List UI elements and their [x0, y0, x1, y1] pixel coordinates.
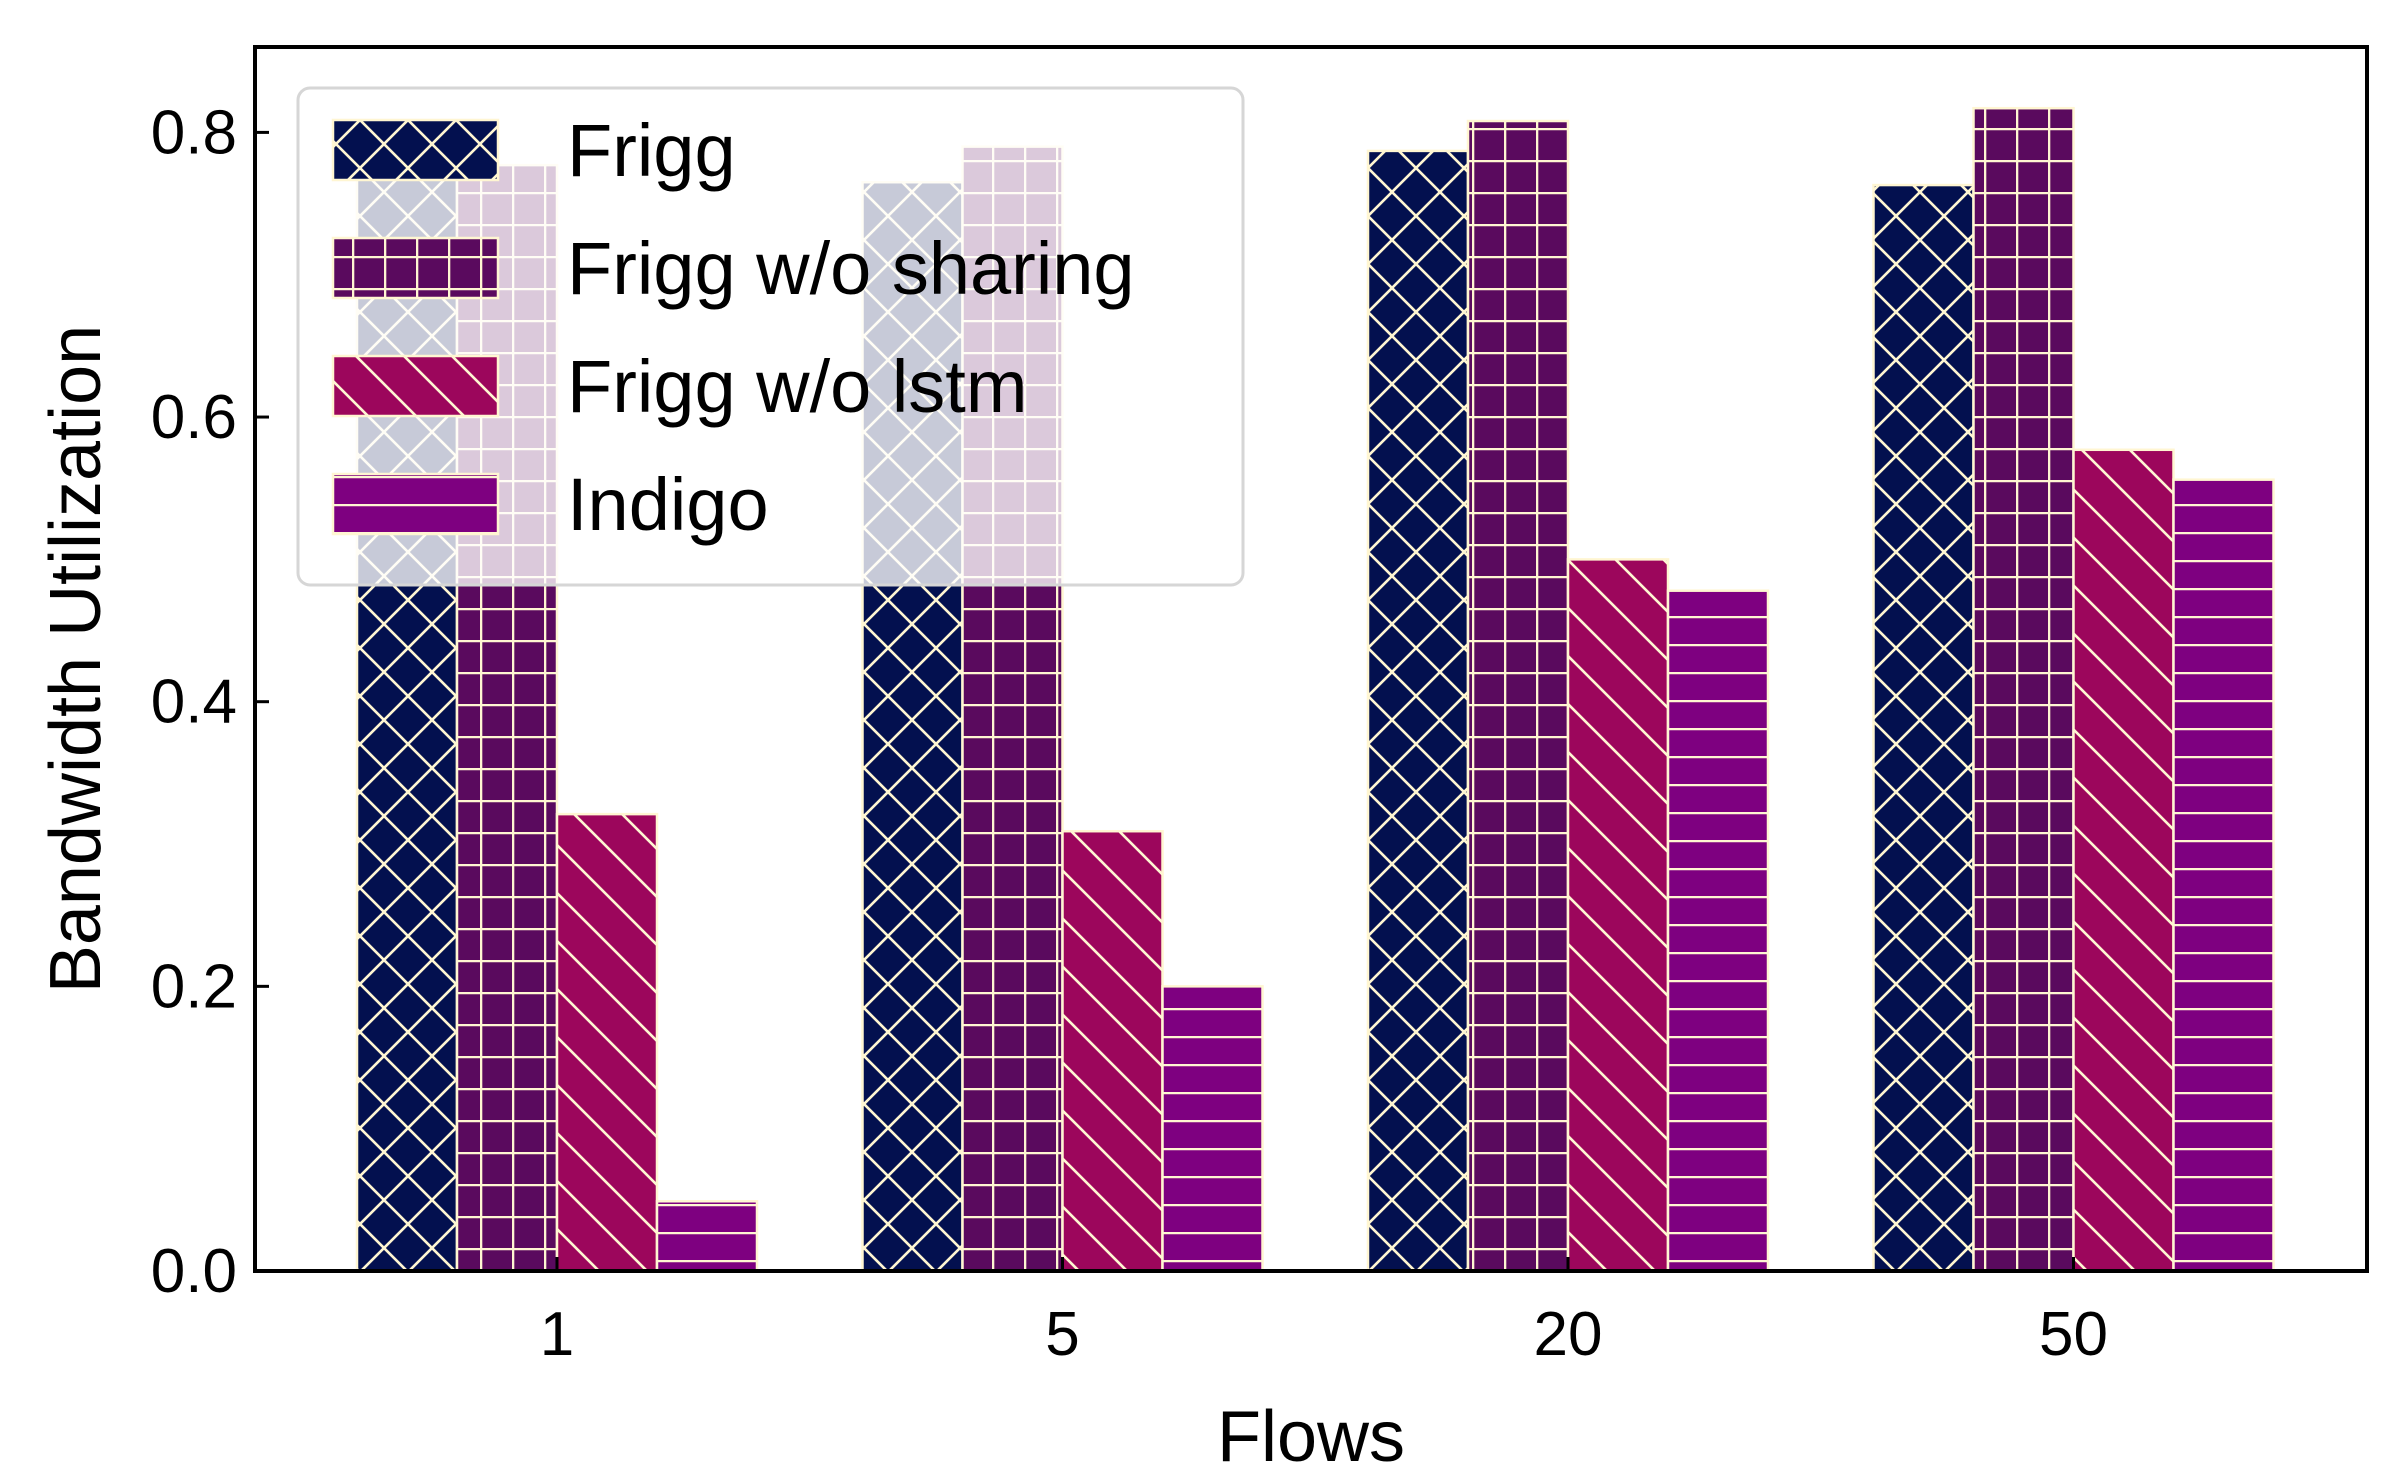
- bar-frigg-w-o-lstm-5: [1061, 829, 1164, 1273]
- x-tick-label: 20: [1534, 1300, 1603, 1369]
- x-axis-label: Flows: [1217, 1397, 1405, 1477]
- legend-label: Frigg w/o lstm: [567, 345, 1028, 428]
- bar-frigg-w-o-lstm-1: [555, 812, 659, 1273]
- y-tick-label: 0.2: [151, 952, 237, 1021]
- bar-frigg-w-o-lstm-50: [2072, 448, 2175, 1273]
- bar-frigg-w-o-lstm-20: [1566, 558, 1670, 1273]
- x-tick-label: 50: [2039, 1300, 2108, 1369]
- bar-indigo-1: [655, 1200, 759, 1273]
- plot-frame: [253, 45, 2369, 1273]
- x-axis: 1 5 20 50: [540, 1257, 2108, 1369]
- legend-label: Indigo: [567, 463, 769, 546]
- y-axis-label: Bandwidth Utilization: [36, 325, 116, 993]
- bar-indigo-50: [2172, 478, 2275, 1273]
- x-tick-label: 5: [1045, 1300, 1079, 1369]
- bar-frigg-w-o-sharing-50: [1972, 106, 2075, 1273]
- y-axis: 0.0 0.2 0.4 0.6 0.8: [151, 98, 269, 1306]
- legend: Frigg Frigg w/o sharing Frigg w/o lstm Indi…: [296, 86, 1245, 587]
- legend-swatch: [331, 472, 500, 536]
- y-tick-label: 0.0: [151, 1237, 237, 1306]
- y-tick-label: 0.8: [151, 98, 237, 167]
- bar-frigg-w-o-sharing-20: [1466, 119, 1570, 1273]
- legend-label: Frigg w/o sharing: [567, 227, 1135, 310]
- legend-swatch: [331, 118, 500, 182]
- legend-swatch: [331, 354, 500, 418]
- bar-indigo-5: [1161, 985, 1264, 1273]
- y-tick-label: 0.6: [151, 383, 237, 452]
- bar-indigo-20: [1666, 589, 1770, 1273]
- bar-frigg-50: [1872, 183, 1975, 1273]
- x-tick-label: 1: [540, 1300, 574, 1369]
- y-tick-label: 0.4: [151, 668, 237, 737]
- legend-label: Frigg: [567, 109, 736, 192]
- bar-frigg-20: [1366, 149, 1470, 1273]
- legend-swatch: [331, 236, 500, 300]
- legend-box: [296, 86, 1245, 587]
